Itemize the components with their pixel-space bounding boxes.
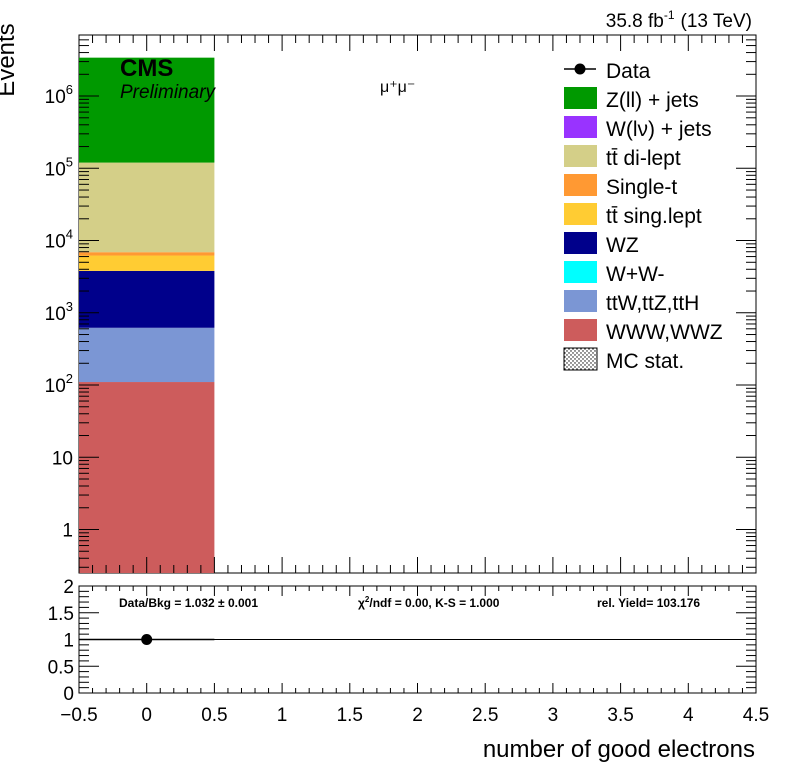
svg-text:WWW,WWZ: WWW,WWZ (606, 321, 723, 344)
legend-entry: Z(ll) + jets (564, 87, 699, 112)
stat-ratio: Data/Bkg = 1.032 ± 0.001 (119, 596, 258, 610)
x-tick-label: 4 (683, 705, 694, 726)
svg-text:Data: Data (606, 60, 651, 83)
x-tick-label: 2 (412, 705, 423, 726)
ratio-y-tick-label: 1.5 (48, 604, 74, 625)
ratio-y-tick-label: 1 (63, 631, 74, 652)
stack-bar-single-t (79, 252, 215, 256)
svg-text:tt̄ sing.lept: tt̄ sing.lept (606, 205, 702, 228)
ratio-y-tick-label: 0.5 (48, 657, 74, 678)
x-tick-label: 2.5 (472, 705, 498, 726)
stat-yield: rel. Yield= 103.176 (597, 596, 700, 610)
x-tick-label: −0.5 (60, 705, 98, 726)
cms-label: CMS (120, 55, 173, 82)
legend-entry: Data (564, 60, 651, 83)
x-tick-label: 4.5 (743, 705, 769, 726)
stack-bar-tt-di-lept (79, 162, 215, 253)
svg-text:WZ: WZ (606, 234, 639, 257)
main-axes: 1 10 102 103 104 105 106 (45, 34, 757, 573)
x-tick-label: 3.5 (607, 705, 633, 726)
x-tick-label: 0 (141, 705, 152, 726)
svg-text:Z(ll) + jets: Z(ll) + jets (606, 89, 699, 112)
y-tick-label: 105 (45, 154, 73, 180)
legend-entry: MC stat. (563, 347, 684, 373)
ratio-y-tick-label: 2 (63, 577, 74, 598)
x-tick-label: 1.5 (337, 705, 363, 726)
x-tick-label: 3 (548, 705, 559, 726)
svg-text:tt̄ di-lept: tt̄ di-lept (606, 147, 681, 170)
svg-text:MC stat.: MC stat. (606, 350, 684, 373)
legend-entry: WWW,WWZ (564, 319, 723, 344)
legend: Data Z(ll) + jets W(lν) + jets tt̄ di-lept S… (563, 60, 723, 373)
channel-label: μ⁺μ⁻ (380, 79, 415, 96)
y-tick-label: 10 (52, 448, 73, 469)
x-tick-label: 0.5 (201, 705, 227, 726)
stack-bar-wz (79, 270, 215, 328)
y-tick-label: 104 (45, 227, 73, 253)
ratio-y-tick-label: 0 (63, 684, 74, 705)
y-axis-title: Events (0, 23, 20, 96)
stack-bar-z-ll-jets (79, 57, 215, 163)
y-tick-label: 103 (45, 299, 73, 325)
stack-bar-ttw-ttz-tth (79, 327, 215, 383)
svg-text:Single-t: Single-t (606, 176, 677, 199)
main-panel: 1 10 102 103 104 105 106 Events CMS Preliminar… (0, 23, 757, 574)
y-tick-label: 106 (45, 82, 73, 108)
y-tick-label: 1 (62, 521, 73, 542)
legend-entry: Single-t (564, 174, 677, 199)
legend-entry: W+W- (564, 261, 665, 286)
ratio-points (79, 634, 215, 645)
stack-bar-tt-sing-lept (79, 255, 215, 271)
svg-text:W(lν) + jets: W(lν) + jets (606, 118, 712, 141)
x-axis-title: number of good electrons (483, 736, 755, 763)
svg-text:W+W-: W+W- (606, 263, 665, 286)
legend-entry: WZ (564, 232, 639, 257)
ratio-panel: −0.5 0 0.5 1 1.5 2 2.5 3 3.5 4 4.500.511.52 Data/B… (48, 577, 770, 763)
ratio-point (141, 634, 153, 645)
stat-chi2: χ2/ndf = 0.00, K-S = 1.000 (358, 595, 500, 610)
ratio-axes: −0.5 0 0.5 1 1.5 2 2.5 3 3.5 4 4.500.511.52 (48, 577, 770, 726)
legend-entry: W(lν) + jets (564, 116, 712, 141)
legend-entry: tt̄ di-lept (564, 145, 681, 170)
x-tick-label: 1 (277, 705, 288, 726)
stack-bar-www-wwz (79, 382, 215, 573)
svg-text:ttW,ttZ,ttH: ttW,ttZ,ttH (606, 292, 699, 315)
legend-entry: tt̄ sing.lept (564, 203, 702, 228)
stack-bars (79, 57, 215, 573)
lumi-label: 35.8 fb-1 (13 TeV) (606, 8, 752, 32)
preliminary-label: Preliminary (120, 82, 217, 103)
legend-entry: ttW,ttZ,ttH (564, 290, 699, 315)
y-tick-label: 102 (45, 371, 73, 397)
